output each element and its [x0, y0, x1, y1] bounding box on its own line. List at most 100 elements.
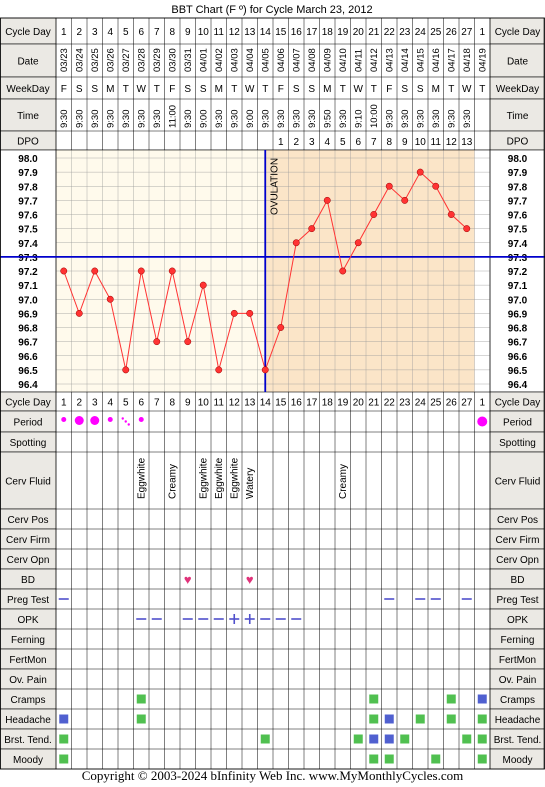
time-label: 9:30	[214, 110, 225, 129]
temperature-point	[153, 338, 161, 346]
weekday-label: T	[340, 84, 346, 95]
temperature-point	[91, 267, 99, 275]
bd-heart-icon: ♥	[184, 572, 192, 587]
temperature-point	[60, 267, 68, 275]
date-label: 04/19	[477, 48, 488, 72]
cycle-day-number: 25	[430, 27, 442, 38]
row-label-right: Cramps	[500, 695, 535, 706]
date-label: 04/10	[338, 48, 349, 72]
cycle-day-number: 24	[415, 27, 427, 38]
weekday-label: F	[386, 84, 392, 95]
temperature-point	[463, 225, 471, 233]
row-label-left: Cerv Fluid	[5, 477, 51, 488]
row-label-right: Cerv Pos	[497, 515, 538, 526]
temperature-point	[370, 211, 378, 218]
cycle-day-number: 22	[384, 398, 396, 409]
date-label: 04/12	[369, 48, 380, 72]
date-label: 04/02	[214, 48, 225, 72]
y-tick-label-left: 96.5	[18, 366, 38, 377]
row-label-right: Cerv Opn	[496, 555, 539, 566]
time-label: 9:30	[136, 110, 147, 129]
temperature-point	[106, 295, 114, 303]
y-tick-label-left: 97.3	[18, 253, 38, 264]
cycle-day-number: 16	[291, 27, 303, 38]
cycle-day-number: 18	[322, 398, 334, 409]
symptom-green-square	[477, 714, 487, 724]
weekday-label: S	[184, 84, 191, 95]
y-tick-label-right: 97.2	[508, 267, 528, 278]
row-label-left: Ferning	[11, 635, 45, 646]
row-label-left: BD	[21, 575, 35, 586]
weekday-label: M	[215, 84, 223, 95]
header-right-label: Cycle Day	[495, 27, 541, 38]
weekday-label: W	[462, 84, 472, 95]
y-tick-label-right: 96.7	[508, 338, 528, 349]
time-label: 9:30	[338, 110, 349, 129]
row-label-right: Cycle Day	[495, 398, 541, 409]
time-label: 9:30	[446, 110, 457, 129]
temperature-point	[137, 267, 145, 275]
time-label: 9:30	[74, 110, 85, 129]
cycle-day-number: 22	[384, 27, 396, 38]
cycle-day-number: 10	[198, 27, 210, 38]
y-tick-label-right: 97.8	[508, 182, 528, 193]
y-tick-label-left: 96.7	[18, 338, 38, 349]
cycle-day-number: 19	[337, 398, 349, 409]
temperature-point	[401, 196, 409, 204]
cycle-day-number: 24	[415, 398, 427, 409]
cycle-day-number: 18	[322, 27, 334, 38]
row-label-right: Period	[503, 418, 532, 429]
y-tick-label-left: 96.6	[18, 352, 38, 363]
temperature-point	[230, 309, 238, 317]
date-label: 04/06	[276, 48, 287, 72]
y-tick-label-right: 97.7	[508, 196, 528, 207]
weekday-label: M	[323, 84, 331, 95]
cycle-day-number: 1	[479, 398, 485, 409]
symptom-green-square	[400, 734, 410, 744]
y-tick-label-left: 97.0	[18, 295, 38, 306]
y-tick-label-left: 97.5	[18, 225, 38, 236]
header-left-label: WeekDay	[6, 84, 49, 95]
cycle-day-number: 25	[430, 398, 442, 409]
time-label: 9:50	[322, 110, 333, 129]
weekday-label: T	[262, 84, 268, 95]
time-label: 9:30	[121, 110, 132, 129]
weekday-label: T	[479, 84, 485, 95]
temperature-point	[354, 239, 362, 247]
temperature-point	[184, 338, 192, 346]
cycle-day-number: 21	[368, 27, 380, 38]
header-right-cell	[489, 17, 545, 45]
row-label-left: Brst. Tend.	[4, 735, 52, 746]
dpo-label: 7	[371, 137, 377, 148]
date-label: 03/30	[167, 48, 178, 72]
time-label: 9:30	[415, 110, 426, 129]
dpo-label: 13	[461, 137, 473, 148]
cycle-day-number: 11	[214, 398, 225, 409]
cervical-fluid-label: Eggwhite	[198, 457, 209, 499]
time-label: 9:30	[152, 110, 163, 129]
weekday-label: F	[169, 84, 175, 95]
cervical-fluid-label: Creamy	[338, 464, 349, 499]
date-label: 04/09	[322, 48, 333, 72]
row-label-right: FertMon	[499, 655, 536, 666]
time-label: 9:30	[59, 110, 70, 129]
cycle-day-number: 4	[107, 398, 113, 409]
y-tick-label-right: 97.3	[508, 253, 528, 264]
y-tick-label-left: 97.4	[18, 239, 38, 250]
row-label-left: Cerv Opn	[7, 555, 50, 566]
date-label: 04/03	[229, 48, 240, 72]
row-label-right: Headache	[495, 715, 541, 726]
temperature-point	[122, 366, 130, 374]
y-tick-label-right: 97.6	[508, 211, 528, 222]
date-label: 03/31	[183, 48, 194, 72]
row-label-right: Ferning	[501, 635, 535, 646]
period-spot-dot	[127, 423, 130, 426]
symptom-green-square	[59, 734, 69, 744]
header-right-label: WeekDay	[496, 84, 539, 95]
symptom-green-square	[369, 694, 379, 704]
weekday-label: M	[432, 84, 440, 95]
date-label: 04/08	[307, 48, 318, 72]
outer-frame	[0, 17, 545, 770]
